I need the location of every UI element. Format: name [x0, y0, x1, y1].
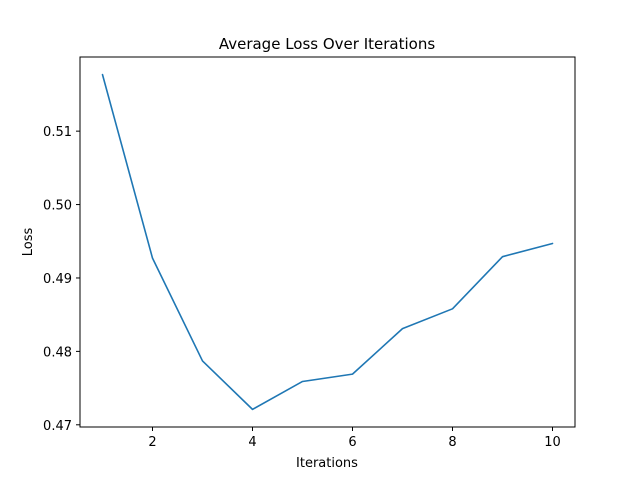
y-tick-label: 0.50 — [43, 199, 72, 214]
y-tick-label: 0.48 — [43, 345, 72, 360]
y-tick-label: 0.49 — [43, 272, 72, 287]
x-tick-label: 2 — [148, 435, 156, 450]
chart-title: Average Loss Over Iterations — [219, 35, 436, 53]
y-axis-ticks: 0.47 0.48 0.49 0.50 0.51 — [43, 125, 80, 434]
x-tick-label: 10 — [544, 435, 561, 450]
x-tick-label: 6 — [348, 435, 356, 450]
y-axis-label: Loss — [21, 228, 36, 257]
series-line — [101, 73, 554, 411]
x-tick-label: 4 — [248, 435, 256, 450]
plot-area — [101, 73, 554, 411]
x-axis-label: Iterations — [296, 456, 358, 471]
y-tick-label: 0.51 — [43, 125, 72, 140]
x-tick-label: 8 — [448, 435, 456, 450]
x-axis-ticks: 2 4 6 8 10 — [148, 427, 561, 450]
plot-frame — [79, 56, 576, 428]
y-tick-label: 0.47 — [43, 419, 72, 434]
